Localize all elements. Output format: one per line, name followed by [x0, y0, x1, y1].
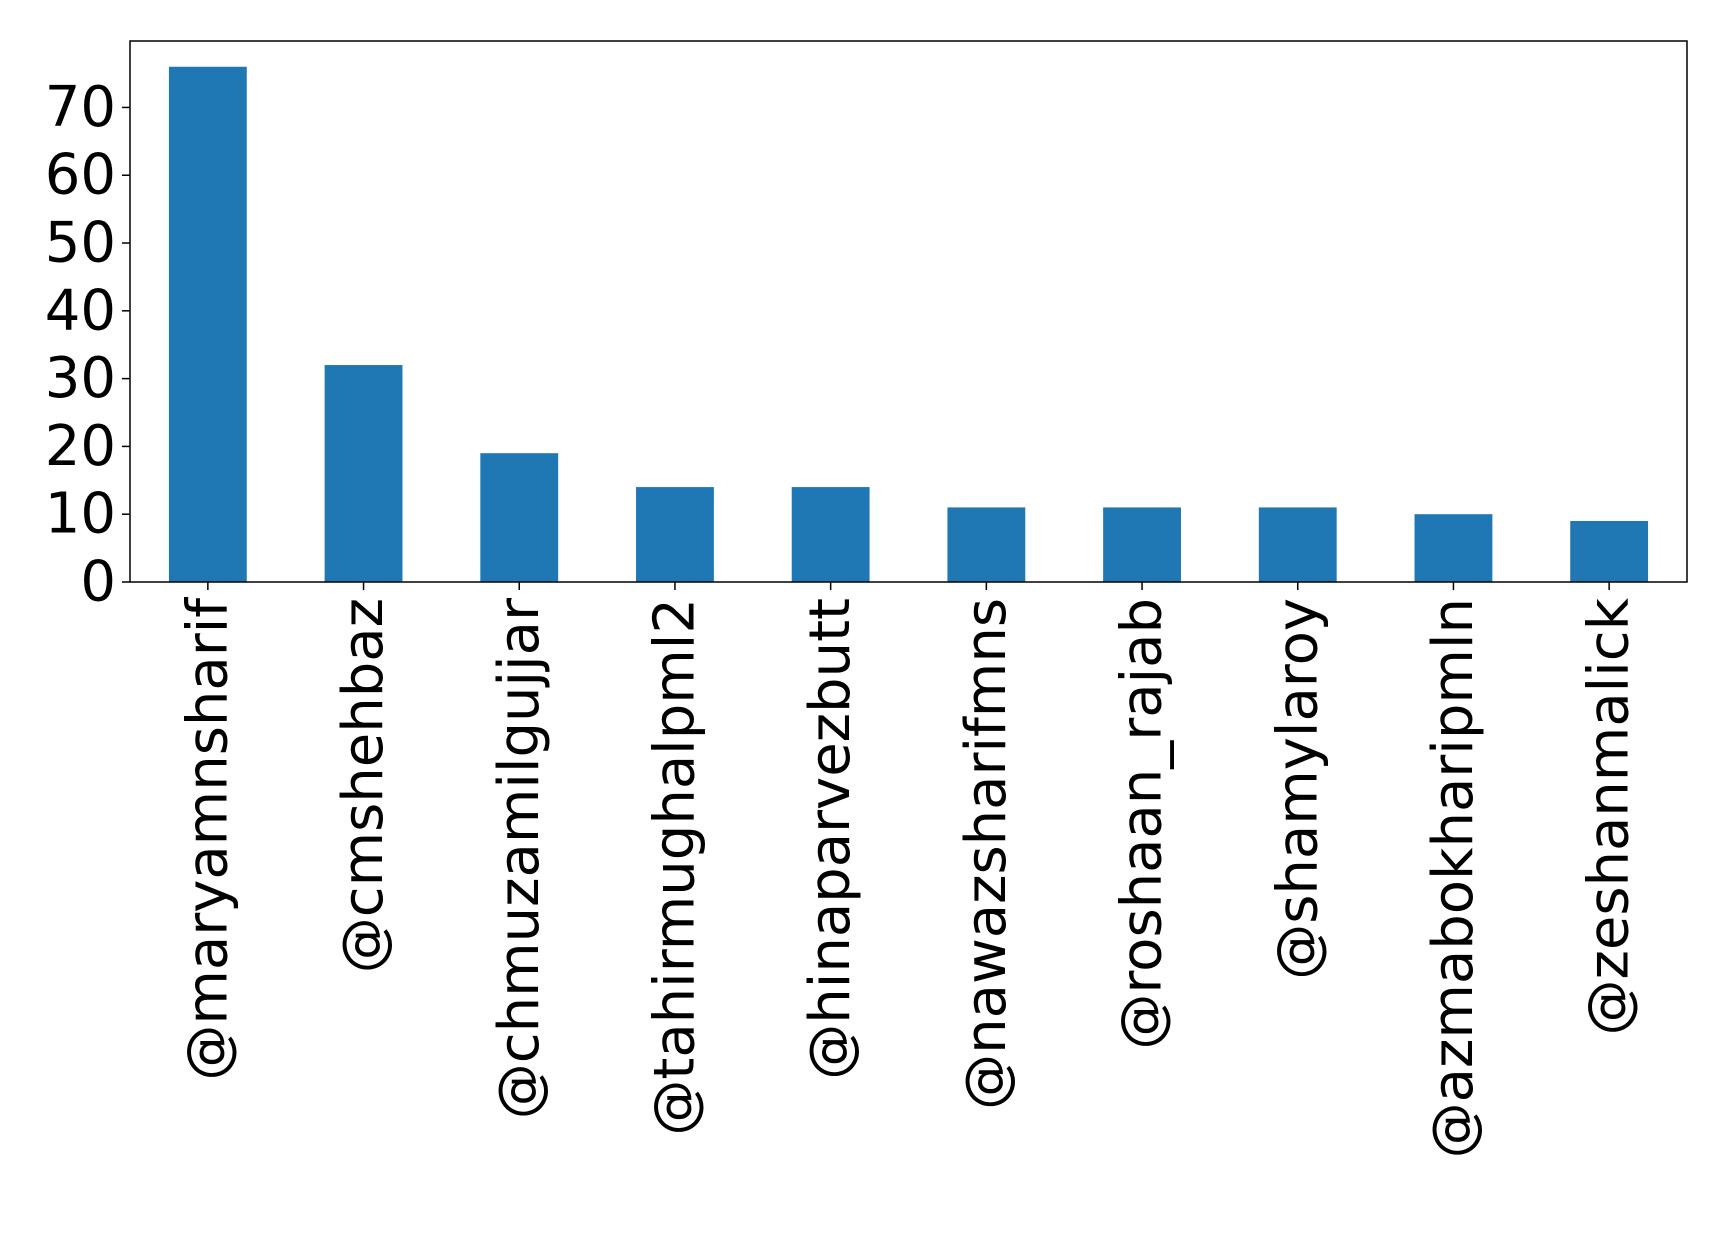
bars-group [168, 66, 1649, 582]
x-tick-label: @cmshehbaz [331, 598, 396, 973]
x-tick-label: @tahirmughalpml2 [642, 598, 707, 1136]
bar-shamylaroy [1258, 507, 1337, 582]
x-tick-label: @roshaan_rajab [1110, 598, 1175, 1050]
bar-zeshanmalick [1570, 520, 1649, 582]
bar-azmabokharipmln [1414, 514, 1493, 582]
x-tick-label: @zeshanmalick [1577, 597, 1642, 1035]
y-tick-label: 10 [45, 482, 116, 547]
y-tick-label: 0 [80, 550, 116, 615]
bar-chmuzamilgujjar [480, 453, 559, 582]
y-tick-label: 60 [45, 143, 116, 208]
bar-maryamnsharif [168, 66, 247, 582]
y-tick-label: 20 [45, 414, 116, 479]
y-tick-label: 50 [45, 211, 116, 276]
x-axis: @maryamnsharif @cmshehbaz @chmuzamilgujjar… [175, 582, 1642, 1158]
y-tick-label: 70 [45, 75, 116, 140]
bar-roshaan_rajab [1103, 507, 1181, 582]
bar-nawazsharifmns [947, 507, 1026, 582]
x-tick-label: @shamylaroy [1265, 598, 1330, 980]
bar-hinaparvezbutt [791, 487, 870, 582]
x-tick-label: @nawazsharifmns [954, 598, 1019, 1110]
bar-tahirmughalpml2 [636, 487, 714, 582]
y-tick-label: 30 [45, 346, 116, 411]
x-tick-label: @azmabokharipmln [1421, 598, 1486, 1158]
y-tick-label: 40 [45, 278, 116, 343]
x-tick-label: @maryamnsharif [175, 597, 240, 1081]
x-tick-label: @chmuzamilgujjar [487, 597, 552, 1119]
x-tick-label: @hinaparvezbutt [798, 598, 863, 1080]
bar-cmshehbaz [324, 365, 403, 582]
